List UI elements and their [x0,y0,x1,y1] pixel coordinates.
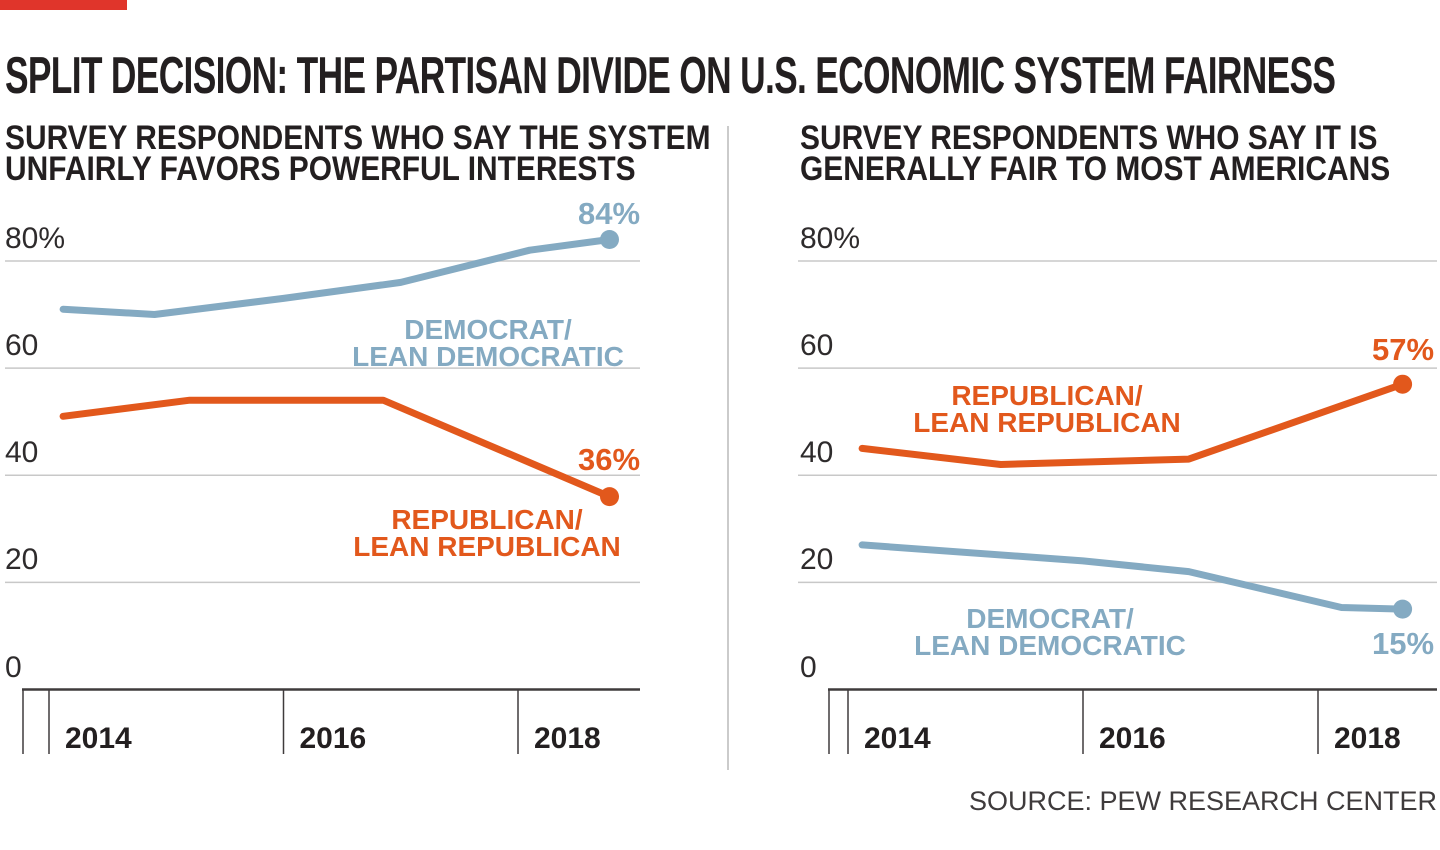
right-republican-series-label-line2: LEAN REPUBLICAN [913,407,1181,438]
y-tick-label: 0 [5,650,22,684]
right-republican-series-label: REPUBLICAN/ LEAN REPUBLICAN [887,380,1207,438]
right-democrat-series-label-line1: DEMOCRAT/ [966,603,1134,634]
y-tick-label: 0 [800,650,817,684]
right-democrat-series-label-line2: LEAN DEMOCRATIC [914,630,1186,661]
left-republican-series-label-line2: LEAN REPUBLICAN [353,531,621,562]
y-tick-label: 80% [800,221,861,255]
series-end-dot [1393,374,1413,394]
left-democrat-end-value: 84% [577,196,641,231]
right-democrat-series-label: DEMOCRAT/ LEAN DEMOCRATIC [890,603,1210,661]
right-republican-series-label-line1: REPUBLICAN/ [951,380,1143,411]
series-line-democrat-lean-democratic [858,541,1407,613]
series-end-dot [600,230,619,249]
panel-divider [727,126,729,770]
y-tick-label: 60 [800,329,834,363]
x-tick-label: 2018 [1334,722,1401,755]
y-tick-label: 20 [5,543,39,577]
source-credit: SOURCE: PEW RESEARCH CENTER [968,786,1437,816]
left-republican-series-label-line1: REPUBLICAN/ [391,504,583,535]
left-democrat-series-label: DEMOCRAT/ LEAN DEMOCRATIC [328,314,648,372]
y-tick-label: 40 [5,436,39,470]
series-end-dot [1393,599,1413,619]
accent-bar [0,0,127,10]
left-democrat-series-label-line2: LEAN DEMOCRATIC [352,341,624,372]
series-line-republican-lean-republican [858,380,1407,468]
right-chart-subtitle-line1: SURVEY RESPONDENTS WHO SAY IT IS [800,119,1378,157]
page-title: SPLIT DECISION: THE PARTISAN DIVIDE ON U… [5,47,1336,105]
x-tick-label: 2016 [1099,722,1166,755]
right-chart-subtitle: SURVEY RESPONDENTS WHO SAY IT IS GENERAL… [800,119,1391,188]
left-chart-subtitle-line2: UNFAIRLY FAVORS POWERFUL INTERESTS [5,150,636,188]
left-republican-series-label: REPUBLICAN/ LEAN REPUBLICAN [327,504,647,562]
right-republican-end-value: 57% [1371,332,1435,367]
series-line-republican-lean-republican [59,396,613,501]
left-democrat-series-label-line1: DEMOCRAT/ [404,314,572,345]
y-tick-label: 80% [5,221,66,255]
left-chart-subtitle-line1: SURVEY RESPONDENTS WHO SAY THE SYSTEM [5,119,711,157]
right-democrat-end-value: 15% [1371,626,1435,661]
x-tick-label: 2016 [299,722,367,755]
series-end-dot [600,487,619,507]
right-chart-subtitle-line2: GENERALLY FAIR TO MOST AMERICANS [800,150,1391,188]
left-chart-subtitle: SURVEY RESPONDENTS WHO SAY THE SYSTEM UN… [5,119,711,188]
x-tick-label: 2014 [864,722,931,755]
left-republican-end-value: 36% [577,442,641,477]
y-tick-label: 20 [800,543,834,577]
x-tick-label: 2014 [65,722,132,755]
series-line-democrat-lean-democratic [59,236,613,318]
y-tick-label: 40 [800,436,834,470]
y-tick-label: 60 [5,329,39,363]
x-tick-label: 2018 [534,722,601,755]
